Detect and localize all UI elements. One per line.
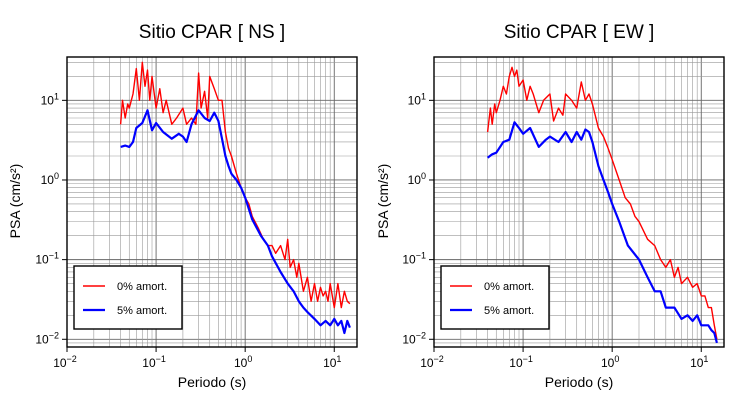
chart-title: Sitio CPAR [ EW ] bbox=[504, 22, 655, 43]
y-axis-label: PSA (cm/s²) bbox=[375, 164, 391, 239]
y-tick-label: 100 bbox=[408, 171, 426, 187]
y-tick-label: 10−2 bbox=[402, 330, 426, 346]
chart-ew: Sitio CPAR [ EW ] Periodo (s) PSA (cm/s²… bbox=[375, 22, 725, 390]
x-tick-label: 10−2 bbox=[53, 354, 77, 370]
legend-label: 0% amort. bbox=[117, 281, 167, 293]
x-tick-label: 10−1 bbox=[142, 354, 166, 370]
legend-label: 0% amort. bbox=[484, 281, 534, 293]
legend: 0% amort. 5% amort. bbox=[440, 265, 550, 330]
plot-area: 10−2 10−1 100 101 10−2 10−1 100 101 0% amort. 5% … bbox=[402, 56, 725, 370]
y-tick-label: 100 bbox=[41, 171, 59, 187]
legend-label: 5% amort. bbox=[484, 305, 534, 317]
plot-frame bbox=[433, 56, 725, 348]
x-tick-label: 101 bbox=[323, 354, 341, 370]
legend-label: 5% amort. bbox=[117, 305, 167, 317]
legend: 0% amort. 5% amort. bbox=[73, 265, 183, 330]
x-tick-label: 100 bbox=[234, 354, 252, 370]
series-line-damped bbox=[486, 121, 718, 344]
series-line-undamped bbox=[486, 66, 718, 340]
legend-box bbox=[440, 265, 550, 330]
plot-frame bbox=[66, 56, 358, 348]
legend-box bbox=[73, 265, 183, 330]
x-tick-label: 10−2 bbox=[420, 354, 444, 370]
chart-title: Sitio CPAR [ NS ] bbox=[139, 22, 285, 43]
plot-area: 10−2 10−1 100 101 10−2 10−1 100 101 0% amort. 5% … bbox=[35, 56, 358, 370]
y-tick-label: 101 bbox=[408, 91, 426, 107]
y-tick-label: 10−1 bbox=[402, 251, 426, 267]
y-tick-label: 101 bbox=[41, 91, 59, 107]
x-tick-label: 101 bbox=[690, 354, 708, 370]
x-tick-label: 10−1 bbox=[509, 354, 533, 370]
x-axis-label: Periodo (s) bbox=[178, 374, 246, 390]
series-line-undamped bbox=[119, 61, 351, 309]
x-tick-label: 100 bbox=[601, 354, 619, 370]
y-axis-label: PSA (cm/s²) bbox=[7, 164, 23, 239]
series-line-damped bbox=[120, 109, 351, 335]
y-tick-label: 10−2 bbox=[35, 330, 59, 346]
x-axis-label: Periodo (s) bbox=[545, 374, 613, 390]
chart-ns: Sitio CPAR [ NS ] Periodo (s) PSA (cm/s²… bbox=[7, 22, 358, 390]
y-tick-label: 10−1 bbox=[35, 251, 59, 267]
